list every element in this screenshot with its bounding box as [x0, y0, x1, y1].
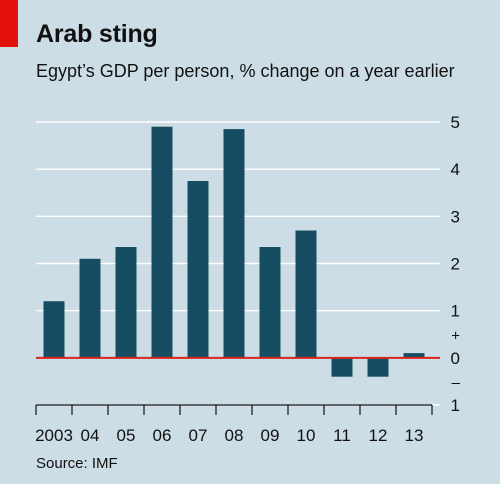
y-tick-label: 1: [451, 396, 460, 415]
x-tick-label: 09: [261, 426, 280, 445]
x-tick-label: 11: [333, 426, 351, 445]
bar-11: [331, 357, 353, 377]
x-tick-label: 2003: [35, 426, 73, 445]
bar-07: [187, 181, 209, 358]
chart-title: Arab sting: [36, 20, 158, 48]
y-tick-label: 5: [451, 113, 460, 132]
chart-subtitle: Egypt’s GDP per person, % change on a ye…: [36, 61, 455, 81]
x-tick-label: 05: [117, 426, 136, 445]
bar-08: [223, 129, 245, 358]
y-tick-label: 1: [451, 302, 460, 321]
x-tick-label: 06: [153, 426, 172, 445]
y-tick-label: 0: [451, 349, 460, 368]
bar-12: [367, 357, 389, 377]
y-sign-minus: –: [452, 374, 461, 391]
y-tick-label: 3: [451, 207, 460, 226]
brand-accent-tab: [0, 0, 18, 47]
y-tick-label: 4: [451, 160, 460, 179]
x-tick-label: 04: [81, 426, 100, 445]
bar-10: [295, 230, 317, 358]
x-tick-label: 13: [405, 426, 424, 445]
y-sign-plus: +: [451, 327, 460, 344]
source-note: Source: IMF: [36, 455, 118, 472]
y-tick-label: 2: [451, 255, 460, 274]
bar-09: [259, 247, 281, 358]
x-tick-label: 07: [189, 426, 208, 445]
bar-2003: [43, 301, 65, 358]
x-tick-label: 10: [297, 426, 316, 445]
bar-06: [151, 126, 173, 358]
x-tick-label: 12: [369, 426, 388, 445]
x-tick-label: 08: [225, 426, 244, 445]
bar-04: [79, 258, 101, 358]
bar-13: [403, 353, 425, 358]
bar-05: [115, 247, 137, 358]
